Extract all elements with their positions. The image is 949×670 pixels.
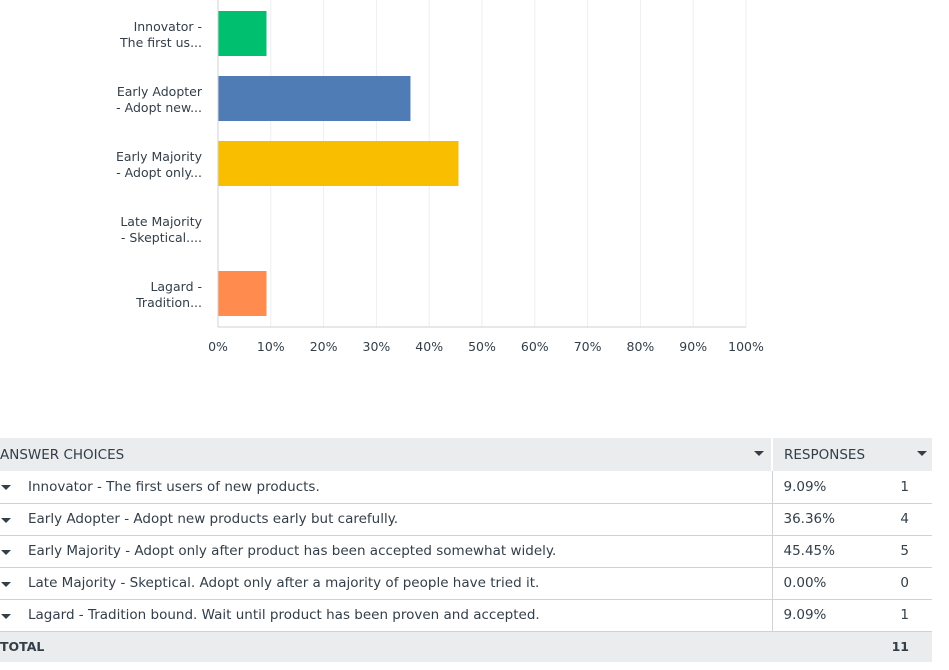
answer-choices-header[interactable]: ANSWER CHOICES — [0, 438, 772, 471]
x-tick-label: 0% — [208, 339, 228, 354]
chart-bar — [218, 11, 267, 56]
x-tick-label: 100% — [728, 339, 764, 354]
table-row: Innovator - The first users of new produ… — [0, 471, 933, 503]
response-count: 5 — [900, 543, 910, 559]
x-tick-label: 80% — [627, 339, 655, 354]
y-category-label: Lagard -Tradition... — [135, 279, 202, 310]
table-row: Lagard - Tradition bound. Wait until pro… — [0, 599, 933, 631]
total-label: TOTAL — [0, 639, 45, 655]
y-category-label: Late Majority - Skeptical.... — [120, 214, 202, 245]
x-tick-label: 50% — [468, 339, 496, 354]
response-percent: 45.45% — [771, 535, 882, 567]
chart-gridlines — [270, 0, 747, 327]
response-count: 1 — [900, 478, 910, 495]
caret-down-icon[interactable] — [1, 613, 11, 619]
y-category-label: Innovator -The first us... — [119, 19, 202, 50]
chart-bars — [218, 11, 459, 316]
total-row: TOTAL 11 — [0, 631, 933, 662]
answer-choice-label: Early Adopter - Adopt new products early… — [28, 511, 399, 527]
responses-header-label: RESPONSES — [784, 446, 866, 463]
caret-down-icon[interactable] — [1, 517, 11, 523]
responses-header[interactable]: RESPONSES — [770, 438, 933, 471]
caret-down-icon[interactable] — [1, 581, 11, 587]
caret-down-icon[interactable] — [1, 549, 11, 555]
x-tick-label: 40% — [415, 339, 443, 354]
x-axis-tick-labels: 0% 10% 20% 30% 40% 50% 60% 70% 80% 90% 100% — [208, 339, 764, 354]
table-row: Early Majority - Adopt only after produc… — [0, 535, 933, 567]
answer-choice-label: Lagard - Tradition bound. Wait until pro… — [28, 607, 540, 623]
response-count: 1 — [900, 607, 910, 623]
total-count: 11 — [891, 639, 910, 655]
table-row: Late Majority - Skeptical. Adopt only af… — [0, 567, 933, 599]
chart-bar — [218, 76, 411, 121]
caret-down-icon[interactable] — [754, 451, 764, 456]
answer-choices-header-label: ANSWER CHOICES — [0, 446, 125, 463]
answer-choice-label: Innovator - The first users of new produ… — [28, 478, 320, 495]
x-tick-label: 30% — [363, 339, 391, 354]
y-category-label: Early Majority - Adopt only... — [116, 149, 203, 180]
table-row: Early Adopter - Adopt new products early… — [0, 503, 933, 535]
answer-choice-label: Early Majority - Adopt only after produc… — [28, 543, 557, 559]
response-count: 0 — [900, 575, 910, 591]
table-header-row: ANSWER CHOICES RESPONSES — [0, 438, 933, 471]
caret-down-icon[interactable] — [917, 451, 927, 456]
responses-table: ANSWER CHOICES RESPONSES Innovator - The… — [0, 438, 933, 662]
y-axis-labels: Innovator -The first us... Early Adopter -… — [116, 19, 203, 310]
answer-choice-label: Late Majority - Skeptical. Adopt only af… — [28, 575, 540, 591]
answer-choice-cell: Early Majority - Adopt only after produc… — [0, 535, 772, 567]
response-percent: 36.36% — [771, 503, 882, 535]
response-percent: 9.09% — [771, 599, 882, 631]
answer-choice-cell: Early Adopter - Adopt new products early… — [0, 503, 772, 535]
x-tick-label: 60% — [521, 339, 549, 354]
answer-choice-cell: Innovator - The first users of new produ… — [0, 471, 772, 503]
response-percent: 0.00% — [771, 567, 882, 599]
answer-choice-cell: Late Majority - Skeptical. Adopt only af… — [0, 567, 772, 599]
x-tick-label: 10% — [257, 339, 285, 354]
response-count: 4 — [900, 511, 910, 527]
response-bar-chart: Innovator -The first us... Early Adopter -… — [116, 0, 764, 354]
y-category-label: Early Adopter - Adopt new... — [116, 84, 203, 115]
response-percent: 9.09% — [771, 471, 882, 503]
caret-down-icon[interactable] — [1, 485, 11, 490]
x-tick-label: 70% — [574, 339, 602, 354]
answer-choice-cell: Lagard - Tradition bound. Wait until pro… — [0, 599, 772, 631]
x-tick-label: 90% — [679, 339, 707, 354]
chart-bar — [218, 141, 459, 186]
chart-bar — [218, 271, 267, 316]
x-tick-label: 20% — [310, 339, 338, 354]
